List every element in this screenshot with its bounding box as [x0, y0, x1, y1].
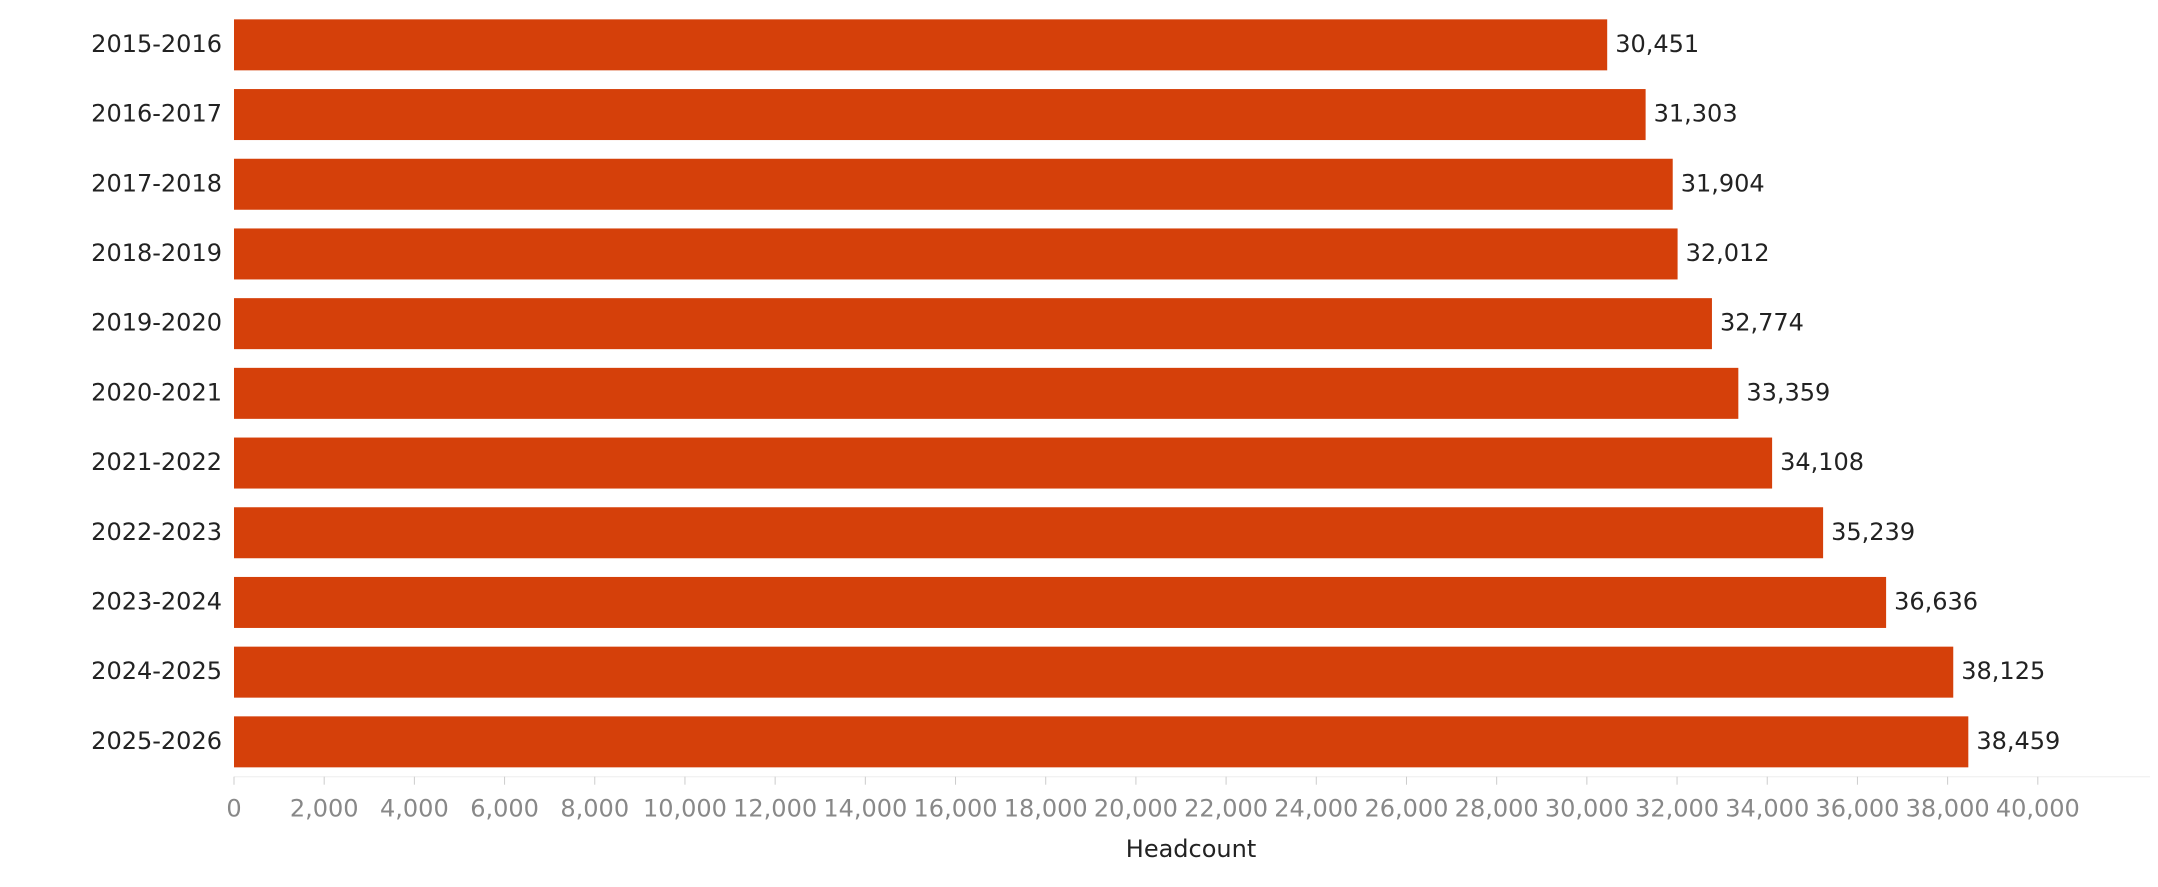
- x-tick-label: 18,000: [1004, 795, 1088, 823]
- y-tick-label: 2021-2022: [91, 448, 222, 476]
- x-tick-label: 40,000: [1996, 795, 2080, 823]
- y-tick-label: 2017-2018: [91, 169, 222, 197]
- x-tick-label: 14,000: [823, 795, 907, 823]
- value-label: 33,359: [1746, 378, 1830, 406]
- x-tick-label: 8,000: [560, 795, 629, 823]
- y-tick-label: 2019-2020: [91, 309, 222, 337]
- x-tick-label: 24,000: [1274, 795, 1358, 823]
- x-tick-label: 6,000: [470, 795, 539, 823]
- x-tick-label: 20,000: [1094, 795, 1178, 823]
- bar: [234, 437, 1773, 489]
- x-tick-label: 4,000: [380, 795, 449, 823]
- x-tick-label: 26,000: [1364, 795, 1448, 823]
- y-tick-label: 2025-2026: [91, 727, 222, 755]
- value-label: 34,108: [1780, 448, 1864, 476]
- bar: [234, 367, 1739, 419]
- y-tick-label: 2024-2025: [91, 657, 222, 685]
- value-label: 31,303: [1654, 100, 1738, 128]
- bar: [234, 646, 1954, 698]
- value-label: 36,636: [1894, 587, 1978, 615]
- x-axis-title: Headcount: [1126, 835, 1256, 863]
- value-label: 30,451: [1615, 30, 1699, 58]
- value-label: 38,459: [1976, 727, 2060, 755]
- x-tick-label: 2,000: [290, 795, 359, 823]
- value-label: 31,904: [1681, 169, 1765, 197]
- y-tick-label: 2015-2016: [91, 30, 222, 58]
- bar: [234, 89, 1646, 141]
- bar: [234, 298, 1712, 350]
- value-label: 35,239: [1831, 518, 1915, 546]
- x-tick-label: 0: [226, 795, 241, 823]
- value-label: 32,012: [1686, 239, 1770, 267]
- y-tick-label: 2018-2019: [91, 239, 222, 267]
- x-tick-label: 36,000: [1815, 795, 1899, 823]
- value-label: 32,774: [1720, 309, 1804, 337]
- x-tick-label: 12,000: [733, 795, 817, 823]
- y-tick-label: 2023-2024: [91, 587, 222, 615]
- bar: [234, 158, 1673, 210]
- y-tick-label: 2020-2021: [91, 378, 222, 406]
- bar: [234, 576, 1887, 628]
- y-tick-label: 2016-2017: [91, 100, 222, 128]
- bar: [234, 716, 1969, 768]
- bar: [234, 507, 1824, 559]
- x-tick-label: 22,000: [1184, 795, 1268, 823]
- bar: [234, 19, 1608, 71]
- bar: [234, 228, 1678, 280]
- x-tick-label: 30,000: [1545, 795, 1629, 823]
- x-tick-label: 34,000: [1725, 795, 1809, 823]
- x-tick-label: 32,000: [1635, 795, 1719, 823]
- value-label: 38,125: [1961, 657, 2045, 685]
- x-tick-label: 10,000: [643, 795, 727, 823]
- y-tick-label: 2022-2023: [91, 518, 222, 546]
- x-tick-label: 38,000: [1906, 795, 1990, 823]
- x-tick-label: 16,000: [914, 795, 998, 823]
- x-tick-label: 28,000: [1455, 795, 1539, 823]
